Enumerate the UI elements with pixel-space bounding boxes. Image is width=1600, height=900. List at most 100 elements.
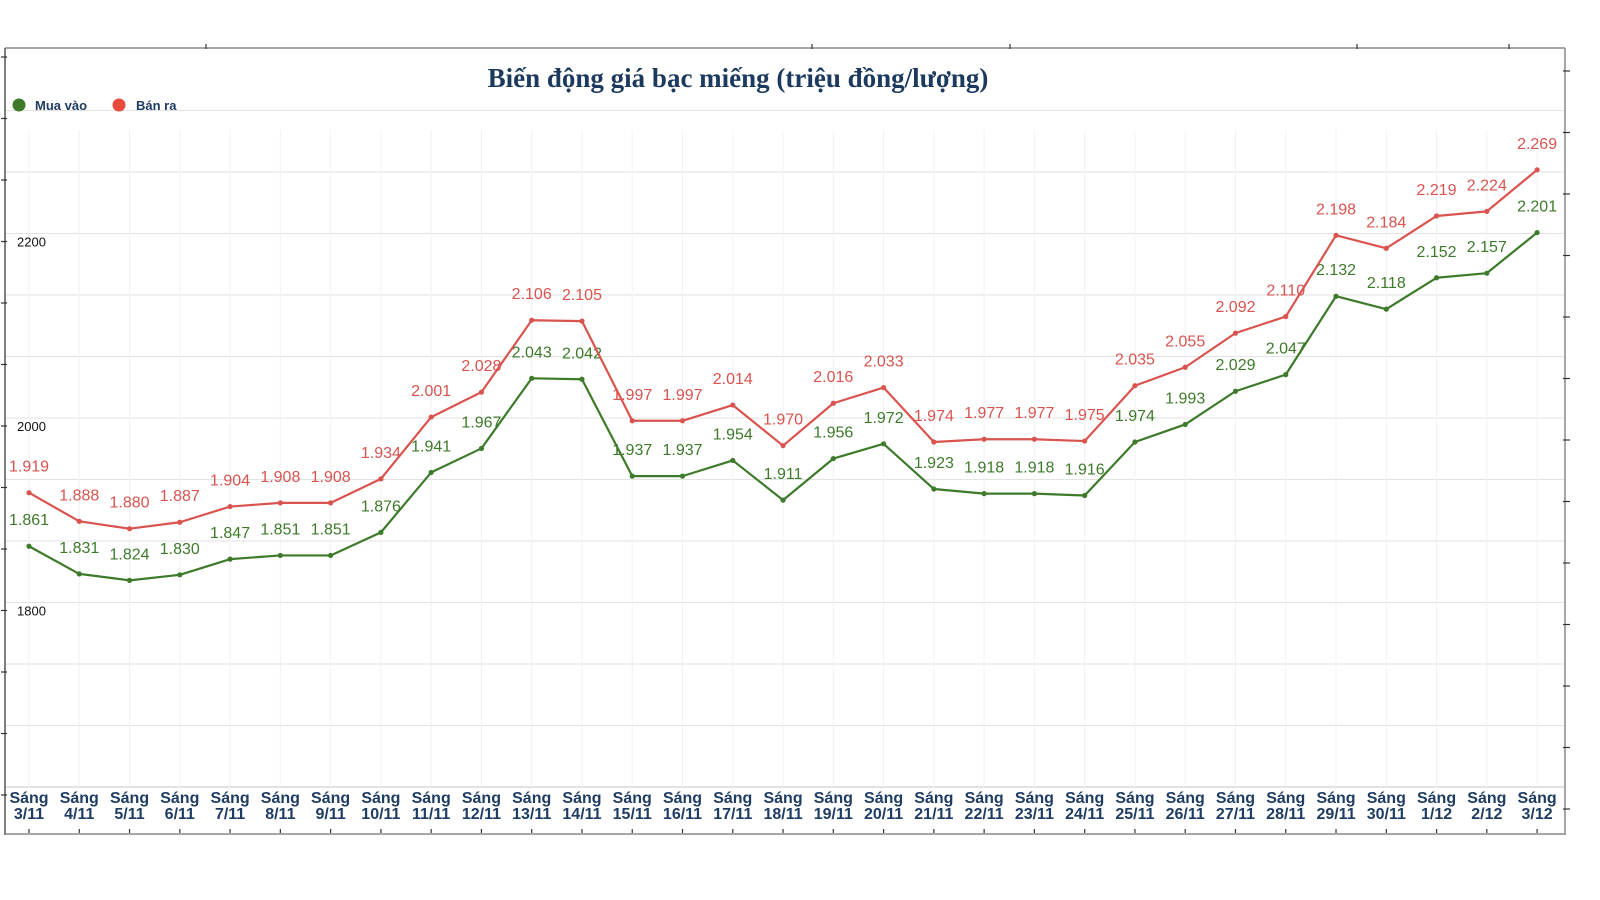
data-label: 1.880 xyxy=(110,495,150,512)
x-tick-label-line2: 30/11 xyxy=(1367,806,1406,823)
x-tick-label-line2: 1/12 xyxy=(1421,806,1452,823)
legend-item-buy[interactable]: Mua vào xyxy=(12,98,88,113)
x-tick-label-line2: 5/11 xyxy=(114,806,144,823)
x-tick-label-line2: 12/11 xyxy=(462,806,501,823)
data-label: 1.977 xyxy=(1014,405,1054,422)
data-point xyxy=(26,490,32,496)
gridlines xyxy=(6,110,1564,788)
data-point xyxy=(428,469,434,476)
x-tick-label-line1: Sáng xyxy=(261,790,300,807)
x-tick-label-line1: Sáng xyxy=(1266,790,1305,807)
series-buy: 1.861 1.831 1.824 1.830 1.847 1.851 1.851 1.876… xyxy=(9,199,1557,583)
data-label: 2.016 xyxy=(813,369,853,386)
data-point xyxy=(26,543,32,549)
x-tick-label-line1: Sáng xyxy=(1065,790,1104,807)
data-label: 2.042 xyxy=(562,345,602,362)
x-tick-label-line2: 13/11 xyxy=(512,806,551,823)
legend-marker-sell xyxy=(112,98,126,112)
data-point xyxy=(328,552,334,559)
x-tick-label-line1: Sáng xyxy=(763,790,802,807)
x-tick-label-line1: Sáng xyxy=(211,790,250,807)
data-label: 1.997 xyxy=(612,387,652,404)
x-tick-label-line1: Sáng xyxy=(1518,790,1557,807)
x-tick-label-line2: 4/11 xyxy=(64,806,94,823)
data-label: 1.956 xyxy=(813,425,853,442)
data-label: 1.888 xyxy=(59,487,99,504)
data-point xyxy=(1433,275,1440,281)
data-point xyxy=(880,384,887,391)
data-label: 2.033 xyxy=(864,354,904,371)
data-label: 2.269 xyxy=(1517,136,1557,153)
x-tick-label-line2: 7/11 xyxy=(215,806,245,823)
data-label: 1.970 xyxy=(763,412,803,429)
data-point xyxy=(679,418,686,424)
data-point xyxy=(76,571,82,577)
data-label: 2.106 xyxy=(512,286,552,303)
y-tick-label: 2200 xyxy=(17,235,46,250)
data-label: 1.967 xyxy=(461,414,501,431)
data-point xyxy=(579,376,585,382)
y-tick-label: 1800 xyxy=(17,604,46,619)
x-tick-label-line1: Sáng xyxy=(1015,790,1054,807)
data-label: 1.824 xyxy=(110,546,150,563)
series-sell: 1.919 1.888 1.880 1.887 1.904 1.908 1.908 1.934… xyxy=(9,136,1557,532)
x-tick-label-line2: 11/11 xyxy=(412,806,450,823)
data-label: 2.001 xyxy=(411,383,451,400)
x-tick-label-line2: 9/11 xyxy=(315,806,345,823)
data-label: 1.918 xyxy=(964,460,1004,477)
series-layer: 1.861 1.831 1.824 1.830 1.847 1.851 1.851 1.876… xyxy=(9,136,1557,583)
data-label: 1.851 xyxy=(260,521,300,538)
data-label: 1.934 xyxy=(361,445,401,462)
data-label: 1.997 xyxy=(662,387,702,404)
x-tick-label-line1: Sáng xyxy=(110,790,149,807)
x-tick-label-line2: 24/11 xyxy=(1065,806,1104,823)
data-point xyxy=(780,497,786,503)
data-point xyxy=(780,443,786,449)
x-tick-label-line2: 3/12 xyxy=(1522,806,1553,823)
y-axis: 1800 2000 2200 xyxy=(17,235,46,619)
x-tick-label-line1: Sáng xyxy=(814,790,853,807)
x-tick-label-line1: Sáng xyxy=(1417,790,1456,807)
legend-item-sell[interactable]: Bán ra xyxy=(112,98,178,113)
x-tick-label-line1: Sáng xyxy=(1166,790,1205,807)
data-point xyxy=(1433,213,1440,219)
data-point xyxy=(981,436,987,442)
data-label: 2.157 xyxy=(1467,239,1507,256)
x-tick-label-line2: 10/11 xyxy=(361,806,400,823)
data-label: 2.035 xyxy=(1115,352,1155,369)
data-label: 1.937 xyxy=(662,442,702,459)
data-point xyxy=(931,486,937,492)
data-point xyxy=(76,518,82,524)
x-tick-label-line2: 17/11 xyxy=(713,806,752,823)
x-tick-label-line2: 8/11 xyxy=(265,806,295,823)
data-label: 2.014 xyxy=(713,371,753,388)
data-label: 1.941 xyxy=(411,438,451,455)
data-point xyxy=(679,473,686,479)
data-point xyxy=(1232,330,1239,336)
data-point xyxy=(1383,306,1389,312)
legend: Mua vào Bán ra xyxy=(12,98,178,113)
data-label: 2.092 xyxy=(1215,299,1255,316)
data-point xyxy=(478,445,485,452)
data-label: 1.887 xyxy=(160,488,200,505)
x-tick-label-line1: Sáng xyxy=(562,790,601,807)
